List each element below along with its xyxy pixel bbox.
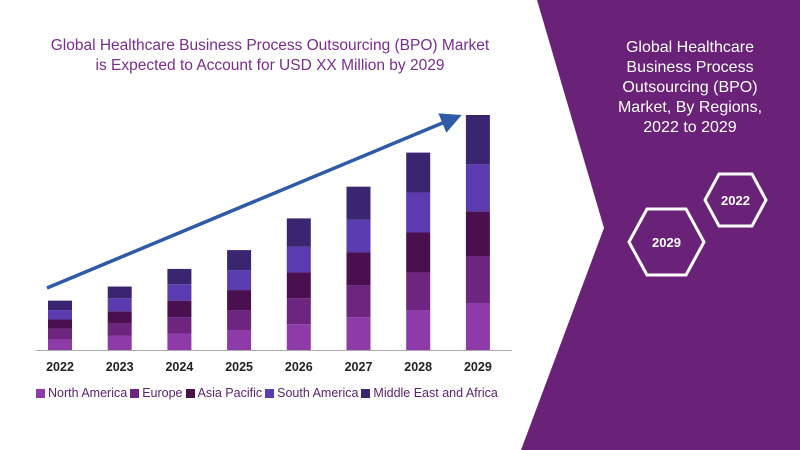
bar-segment-south-america — [227, 270, 252, 291]
bar-segment-north-america — [167, 333, 192, 350]
bar-segment-middle-east-and-africa — [465, 115, 490, 165]
panel-title-line: Outsourcing (BPO) — [622, 79, 758, 96]
bar-segment-europe — [167, 317, 192, 334]
bar-segment-asia-pacific — [107, 311, 132, 323]
bar-segment-europe — [346, 285, 371, 318]
bar-segment-middle-east-and-africa — [346, 186, 371, 220]
bar-segment-north-america — [286, 324, 311, 350]
bar-segment-europe — [48, 328, 72, 340]
bar-segment-asia-pacific — [346, 252, 371, 286]
bar-segment-north-america — [465, 303, 490, 350]
bar-segment-north-america — [227, 330, 252, 350]
hexagon-2022-label: 2022 — [721, 193, 750, 208]
bar-segment-north-america — [406, 310, 431, 350]
bar-segment-middle-east-and-africa — [107, 286, 132, 299]
legend-swatch — [36, 388, 45, 398]
legend-item: Middle East and Africa — [361, 386, 498, 400]
panel-title-line: Business Process — [626, 59, 754, 76]
legend-item: North America — [36, 386, 127, 400]
chart-title-line: Global Healthcare Business Process Outso… — [50, 37, 490, 54]
legend-swatch — [130, 388, 140, 398]
bar-segment-asia-pacific — [465, 211, 490, 256]
hexagon-2022-icon — [703, 172, 768, 228]
bar-segment-middle-east-and-africa — [227, 250, 252, 271]
chart-title: Global Healthcare Business Process Outso… — [20, 36, 520, 76]
bar-segment-middle-east-and-africa — [48, 300, 72, 311]
bar-segment-asia-pacific — [227, 290, 252, 311]
bar-segment-north-america — [346, 317, 371, 350]
bar-segment-south-america — [465, 164, 490, 212]
bar-segment-asia-pacific — [406, 232, 431, 273]
panel-title-line: Market, By Regions, — [617, 99, 763, 116]
hexagon-2029-label: 2029 — [652, 235, 681, 250]
bar-segment-asia-pacific — [286, 272, 311, 299]
hexagon-2029-icon — [627, 207, 706, 277]
bar-segment-europe — [465, 256, 490, 303]
x-tick-label: 2028 — [404, 360, 432, 374]
purple-side-panel — [521, 0, 800, 450]
x-tick-label: 2026 — [285, 360, 313, 374]
bar-segment-north-america — [48, 339, 72, 350]
legend-item: Europe — [130, 386, 183, 400]
bar-segment-asia-pacific — [167, 300, 192, 318]
bar-segment-south-america — [107, 298, 132, 312]
legend-label: Middle East and Africa — [373, 386, 498, 400]
x-tick-label: 2024 — [165, 360, 193, 374]
x-tick-label: 2025 — [225, 360, 253, 374]
trend-arrow — [46, 113, 462, 290]
bar-segment-south-america — [48, 310, 72, 320]
bar-segment-europe — [406, 272, 431, 311]
bar-segment-europe — [286, 298, 311, 325]
x-tick-label: 2027 — [345, 360, 373, 374]
bar-segment-south-america — [406, 192, 431, 233]
bar-segment-middle-east-and-africa — [286, 218, 311, 247]
chart-legend: North America Europe Asia Pacific South Ame… — [36, 384, 501, 402]
chart-title-line: is Expected to Account for USD XX Millio… — [95, 57, 445, 74]
x-tick-label: 2023 — [106, 360, 134, 374]
stacked-bar-chart: 2022 2023 2024 2025 2026 2027 2028 2029 — [36, 113, 512, 374]
bar-segment-europe — [107, 322, 132, 336]
bar-segment-middle-east-and-africa — [167, 268, 192, 285]
x-tick-label: 2022 — [46, 360, 74, 374]
panel-title-line: 2022 to 2029 — [643, 119, 737, 136]
bar-segment-south-america — [286, 246, 311, 273]
legend-swatch — [265, 388, 275, 398]
legend-item: South America — [265, 386, 358, 400]
bar-segment-middle-east-and-africa — [406, 152, 431, 193]
legend-label: North America — [48, 386, 128, 400]
bar-segment-asia-pacific — [48, 319, 72, 329]
bar-segment-europe — [227, 310, 252, 331]
legend-swatch — [361, 388, 371, 398]
legend-label: Asia Pacific — [197, 386, 263, 400]
legend-label: Europe — [142, 386, 183, 400]
bar-segment-south-america — [167, 284, 192, 301]
legend-swatch — [185, 388, 195, 398]
panel-title-line: Global Healthcare — [625, 39, 755, 56]
legend-item: Asia Pacific — [185, 386, 263, 400]
x-tick-label: 2029 — [464, 360, 492, 374]
bar-segment-north-america — [107, 335, 132, 350]
legend-label: South America — [277, 386, 359, 400]
bar-segment-south-america — [346, 219, 371, 253]
panel-title: Global Healthcare Business Process Outso… — [592, 38, 788, 138]
